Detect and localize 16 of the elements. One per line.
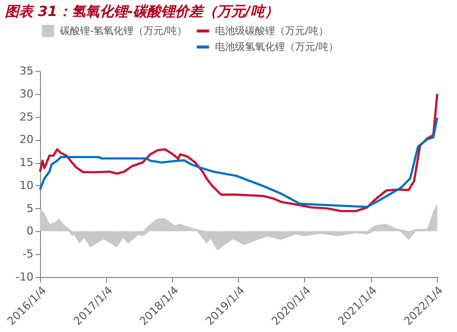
y-tick-label: 0 xyxy=(26,224,34,238)
y-tick-label: -10 xyxy=(16,270,34,284)
y-tick-label: 25 xyxy=(20,110,34,124)
line-series xyxy=(38,92,438,212)
legend-label: 碳酸锂-氢氧化锂（万元/吨） xyxy=(59,25,187,37)
legend-label: 电池级氢氧化锂（万元/吨） xyxy=(215,41,338,53)
y-tick-label: 20 xyxy=(20,133,34,146)
y-tick-label: 10 xyxy=(20,178,34,192)
legend-label: 电池级碳酸锂（万元/吨） xyxy=(215,25,328,37)
y-tick-label: 35 xyxy=(20,64,34,78)
y-tick-label: 5 xyxy=(26,202,34,215)
line-series xyxy=(38,116,438,208)
y-tick-label: -5 xyxy=(22,248,34,261)
y-tick-label: 30 xyxy=(20,87,34,100)
chart-title: 图表 31：氢氧化锂-碳酸锂价差（万元/吨） xyxy=(5,4,278,20)
y-tick-label: 15 xyxy=(20,156,34,170)
